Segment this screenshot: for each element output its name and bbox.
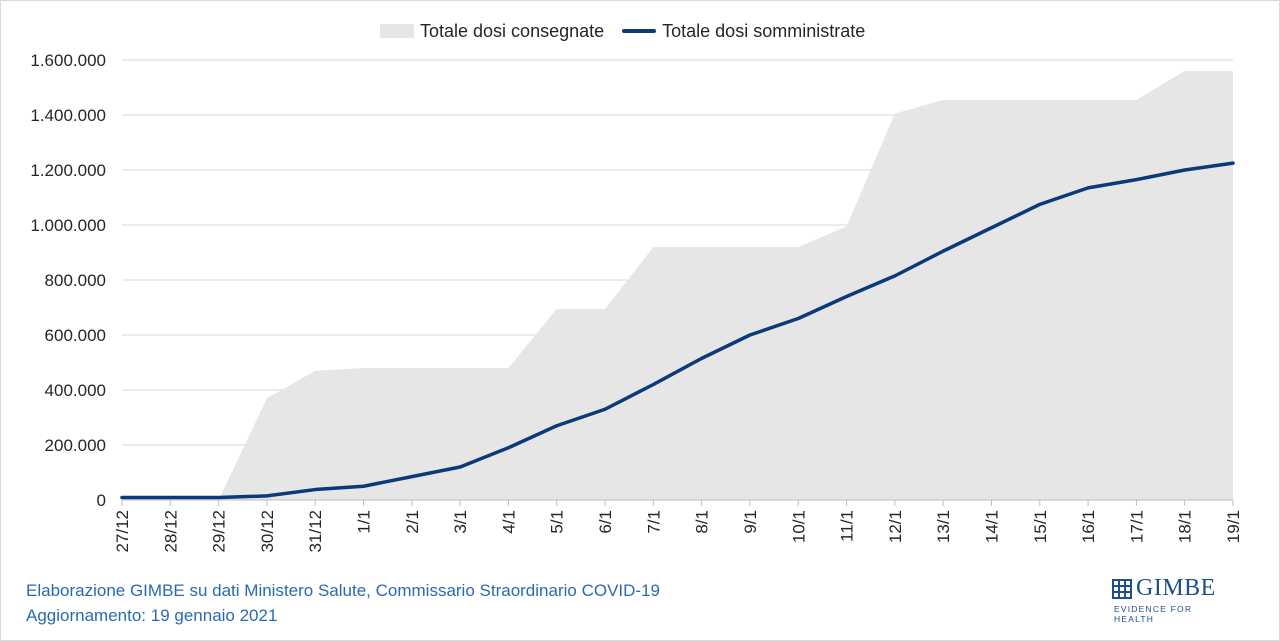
y-tick-label: 1.400.000 [30,106,106,125]
x-tick-label: 28/12 [161,510,180,553]
x-tick-label: 27/12 [113,510,132,553]
chart-plot: 0 200.000 400.000 600.000 800.000 1.000.000 1.… [30,51,1243,553]
x-tick-label: 29/12 [210,510,229,553]
y-tick-label: 0 [97,491,106,510]
x-tick-label: 7/1 [644,510,663,534]
series-line-administered [120,161,1235,500]
x-tick-label: 5/1 [548,510,567,534]
update-note: Aggiornamento: 19 gennaio 2021 [26,606,278,625]
x-tick-label: 4/1 [499,510,518,534]
x-tick-label: 8/1 [693,510,712,534]
x-tick-label: 14/1 [982,510,1001,543]
x-tick-label: 31/12 [306,510,325,553]
x-tick-label: 6/1 [596,510,615,534]
x-tick-label: 9/1 [741,510,760,534]
y-tick-label: 1.200.000 [30,161,106,180]
gimbe-logo-icon [1112,579,1132,599]
x-tick-label: 13/1 [934,510,953,543]
legend-swatch-administered [622,29,657,33]
legend: Totale dosi consegnate Totale dosi sommi… [380,18,883,44]
x-tick-label: 19/1 [1224,510,1243,543]
legend-item-administered: Totale dosi somministrate [622,21,865,42]
legend-label-delivered: Totale dosi consegnate [420,20,605,41]
x-tick-label: 10/1 [789,510,808,543]
x-tick-label: 16/1 [1079,510,1098,543]
x-tick-label: 18/1 [1176,510,1195,543]
y-tick-label: 600.000 [45,326,106,345]
y-tick-label: 800.000 [45,271,106,290]
source-note: Elaborazione GIMBE su dati Ministero Sal… [26,581,660,600]
x-tick-label: 30/12 [258,510,277,553]
x-tick-label: 12/1 [886,510,905,543]
y-tick-label: 1.000.000 [30,216,106,235]
x-tick-label: 17/1 [1127,510,1146,543]
series-area-delivered [122,71,1233,500]
legend-swatch-delivered [380,24,414,38]
gimbe-logo: GIMBE EVIDENCE FOR HEALTH [1112,575,1230,624]
logo-tagline: EVIDENCE FOR HEALTH [1114,604,1193,624]
x-tick-label: 1/1 [355,510,374,534]
x-tick-label: 2/1 [403,510,422,534]
legend-label-administered: Totale dosi somministrate [662,20,866,41]
legend-item-delivered: Totale dosi consegnate [380,21,604,42]
y-tick-label: 1.600.000 [30,51,106,70]
x-tick-label: 11/1 [838,510,857,542]
x-tick-label: 15/1 [1031,510,1050,543]
y-tick-label: 200.000 [45,436,106,455]
y-tick-label: 400.000 [45,381,106,400]
x-tick-label: 3/1 [451,510,470,534]
logo-name: GIMBE [1136,575,1216,601]
